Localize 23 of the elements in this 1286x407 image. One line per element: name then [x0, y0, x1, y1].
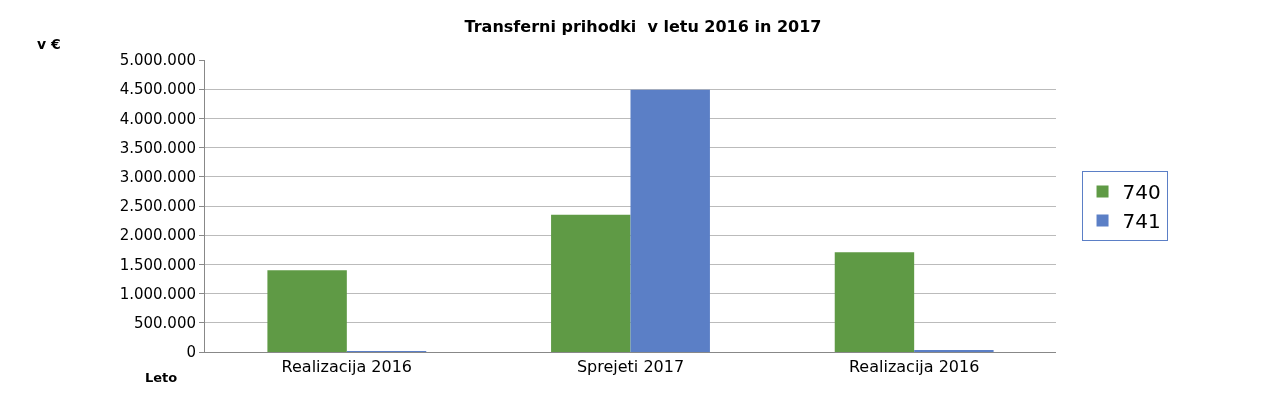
y-tick-label: 4.500.000 [119, 80, 196, 99]
bar [267, 270, 347, 352]
bar [630, 89, 710, 352]
y-tick-label: 2.000.000 [119, 226, 196, 245]
x-tick-label: Realizacija 2016 [281, 357, 413, 377]
bar [551, 214, 631, 352]
y-tick-label: 0 [186, 343, 196, 362]
y-tick-label: 2.500.000 [119, 197, 196, 216]
legend-label: 740 [1122, 180, 1161, 205]
x-tick-label: Sprejeti 2017 [576, 357, 685, 377]
legend-label: 741 [1122, 209, 1161, 234]
y-tick-label: 3.500.000 [119, 138, 196, 157]
y-tick-label: 3.000.000 [119, 168, 196, 187]
bar [834, 252, 915, 352]
x-tick-label: Realizacija 2016 [848, 357, 980, 377]
x-axis-title: Leto [145, 370, 178, 385]
y-tick-label: 1.000.000 [119, 284, 196, 303]
y-axis-title: v € [37, 36, 61, 52]
y-tick-label: 500.000 [133, 314, 196, 333]
chart-title: Transferni prihodki v letu 2016 in 2017 [464, 16, 822, 36]
y-tick-label: 4.000.000 [119, 109, 196, 128]
y-tick-label: 5.000.000 [119, 51, 196, 70]
y-tick-label: 1.500.000 [119, 255, 196, 274]
